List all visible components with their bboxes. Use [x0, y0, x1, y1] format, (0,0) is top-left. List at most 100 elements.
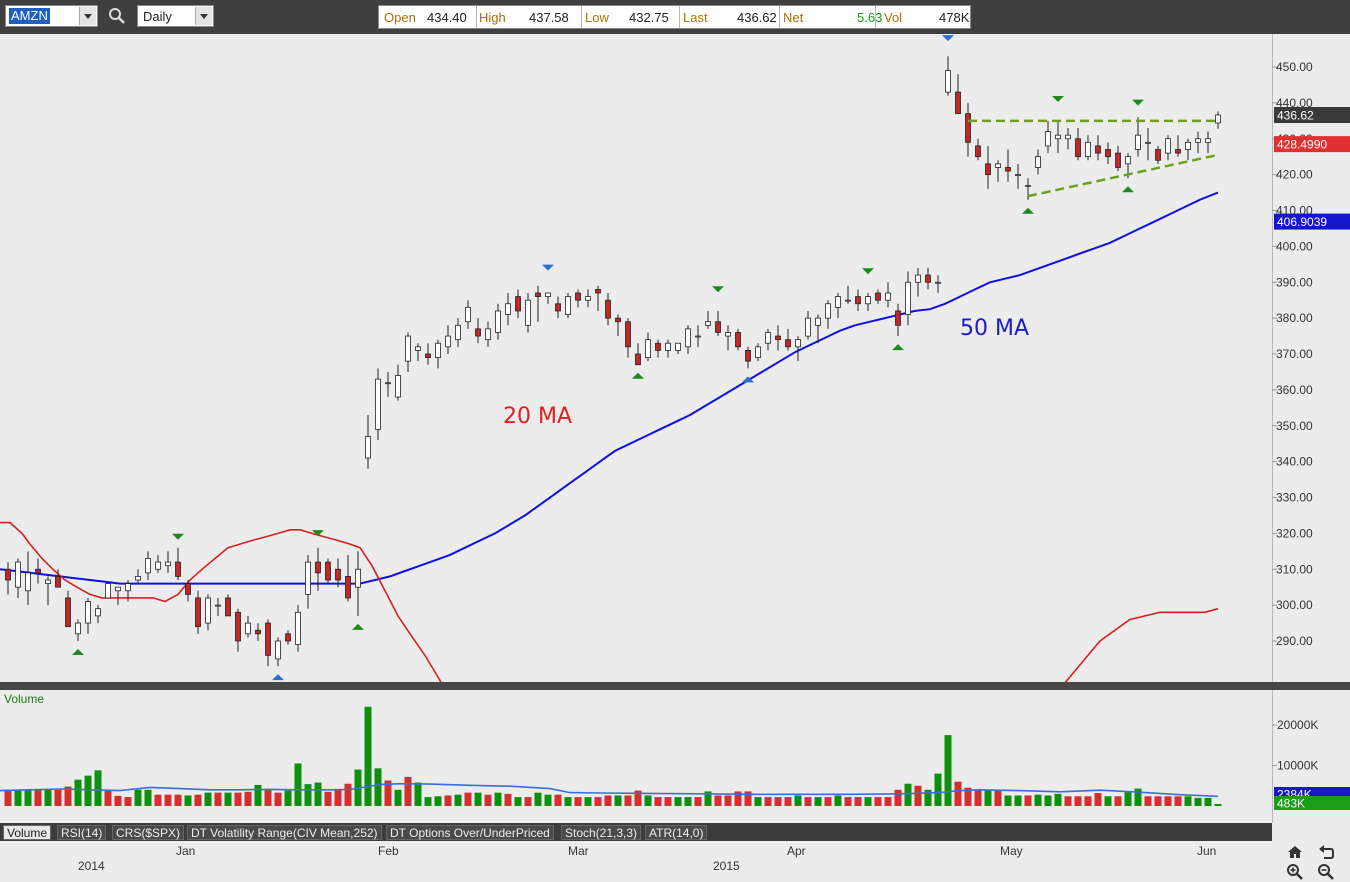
- interval-text: Daily: [143, 9, 172, 24]
- pivot-low-marker: [742, 376, 754, 383]
- indicator-tab-stoch-21-3-3[interactable]: Stoch(21,3,3): [561, 825, 642, 840]
- candle: [805, 310, 811, 340]
- candle-body-up: [755, 346, 761, 358]
- candle-body-down: [785, 339, 791, 348]
- volume-bar: [744, 791, 752, 806]
- undo-icon[interactable]: [1317, 843, 1335, 861]
- candle-body-up: [365, 436, 371, 459]
- volume-bar: [174, 794, 182, 806]
- candle: [655, 339, 661, 358]
- volume-bar: [824, 797, 832, 806]
- price-tag-label: 406.9039: [1277, 215, 1327, 229]
- volume-bar: [74, 779, 82, 806]
- symbol-dropdown-icon[interactable]: [79, 7, 96, 25]
- candle-body-up: [665, 342, 671, 351]
- volume-bar: [334, 789, 342, 806]
- pivot-high-marker: [942, 35, 954, 42]
- price-chart[interactable]: 450.00440.00430.00420.00410.00400.00390.…: [0, 34, 1350, 682]
- candle: [1195, 131, 1201, 154]
- volume-bar: [1194, 797, 1202, 806]
- candle: [585, 289, 591, 308]
- candle: [985, 145, 991, 189]
- candle: [1205, 131, 1211, 154]
- candle: [505, 293, 511, 326]
- search-icon[interactable]: [108, 7, 126, 25]
- price-tick-label: 290.00: [1276, 634, 1313, 648]
- candle-body-up: [125, 583, 131, 592]
- candle-body-up: [155, 561, 161, 570]
- candle: [1135, 117, 1141, 157]
- volume-bar: [864, 797, 872, 806]
- candle: [195, 590, 201, 634]
- home-icon[interactable]: [1286, 843, 1304, 861]
- candle-body-down: [1005, 167, 1011, 172]
- candle-body-down: [425, 353, 431, 358]
- volume-bar: [384, 780, 392, 806]
- volume-bar: [234, 792, 242, 806]
- candle-body-up: [455, 324, 461, 341]
- volume-bar: [834, 795, 842, 806]
- candle: [905, 271, 911, 326]
- volume-bar: [944, 735, 952, 806]
- candle: [45, 576, 51, 606]
- candle-body-up: [695, 335, 701, 338]
- ma20-annotation: 20 MA: [503, 404, 572, 429]
- price-tick-label: 360.00: [1276, 383, 1313, 397]
- pivot-low-marker: [632, 372, 644, 379]
- volume-tag-bg: [1274, 796, 1350, 810]
- volume-bar: [1004, 795, 1012, 806]
- volume-bar: [364, 706, 372, 806]
- price-tick-label: 390.00: [1276, 275, 1313, 289]
- indicator-tab-dt-options-over-underpriced[interactable]: DT Options Over/UnderPriced: [386, 825, 554, 840]
- volume-average-line: [0, 782, 1219, 798]
- quote-separator: [581, 6, 582, 28]
- volume-bar: [1024, 795, 1032, 806]
- volume-bar: [244, 791, 252, 806]
- pivot-high-marker: [312, 530, 324, 537]
- candle: [1155, 145, 1161, 164]
- date-label: Apr: [787, 844, 806, 858]
- volume-bar: [94, 770, 102, 806]
- zoom-in-icon[interactable]: [1286, 863, 1304, 881]
- volume-bar: [534, 792, 542, 806]
- volume-bar: [64, 786, 72, 806]
- volume-bar: [224, 792, 232, 806]
- volume-bar: [444, 795, 452, 806]
- panel-divider[interactable]: [0, 682, 1350, 690]
- candle: [115, 586, 121, 606]
- indicator-tab-crs-spx[interactable]: CRS($SPX): [112, 825, 185, 840]
- interval-select[interactable]: Daily: [137, 5, 214, 27]
- price-tick-label: 380.00: [1276, 311, 1313, 325]
- volume-bar: [724, 795, 732, 806]
- candle: [65, 590, 71, 628]
- volume-bar: [1154, 796, 1162, 806]
- candle: [705, 310, 711, 329]
- candle-body-down: [235, 611, 241, 642]
- volume-bar: [1214, 804, 1222, 806]
- pivot-high-marker: [862, 268, 874, 275]
- candle: [445, 325, 451, 354]
- price-tag-label: 436.62: [1277, 109, 1314, 123]
- candle: [165, 551, 171, 573]
- candle: [245, 615, 251, 638]
- candle-body-up: [935, 281, 941, 284]
- candle-body-down: [775, 335, 781, 341]
- candle: [925, 267, 931, 290]
- candle-body-up: [75, 622, 81, 635]
- indicator-tab-volume[interactable]: Volume: [3, 825, 52, 840]
- volume-bar: [954, 781, 962, 806]
- candle-body-down: [1105, 149, 1111, 158]
- volume-bar: [554, 794, 562, 806]
- indicator-tab-atr-14-0[interactable]: ATR(14,0): [645, 825, 708, 840]
- indicator-tab-dt-volatility-range-civ-mean-252[interactable]: DT Volatility Range(CIV Mean,252): [187, 825, 382, 840]
- volume-bar: [154, 794, 162, 806]
- zoom-out-icon[interactable]: [1317, 863, 1335, 881]
- price-tag-bg: [1274, 107, 1350, 124]
- volume-bar: [1094, 793, 1102, 806]
- indicator-tab-rsi-14[interactable]: RSI(14): [57, 825, 107, 840]
- candle-body-down: [535, 292, 541, 298]
- interval-dropdown-icon[interactable]: [195, 7, 212, 25]
- symbol-input[interactable]: AMZN: [5, 5, 98, 27]
- candle: [885, 282, 891, 308]
